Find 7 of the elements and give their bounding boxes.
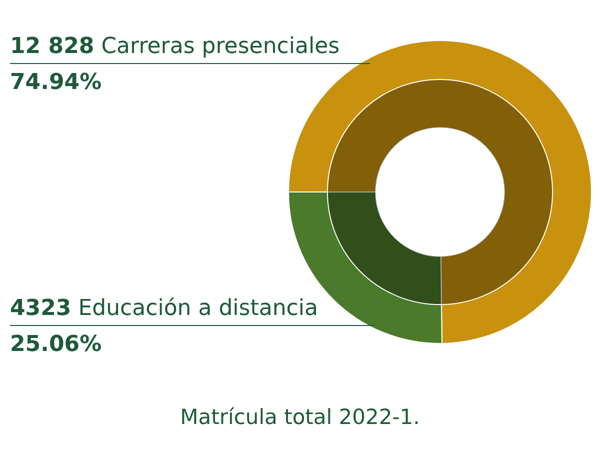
data-label: 12 828 (10, 34, 94, 59)
text: Matrícula total 2022-1. (179, 405, 421, 429)
text: 25.06% (10, 332, 103, 357)
slice-label: Carreras presenciales (101, 34, 340, 59)
data-label: 4323 (10, 296, 72, 321)
slice-label: Educación a distancia (78, 296, 318, 321)
text: 74.94% (10, 70, 103, 95)
